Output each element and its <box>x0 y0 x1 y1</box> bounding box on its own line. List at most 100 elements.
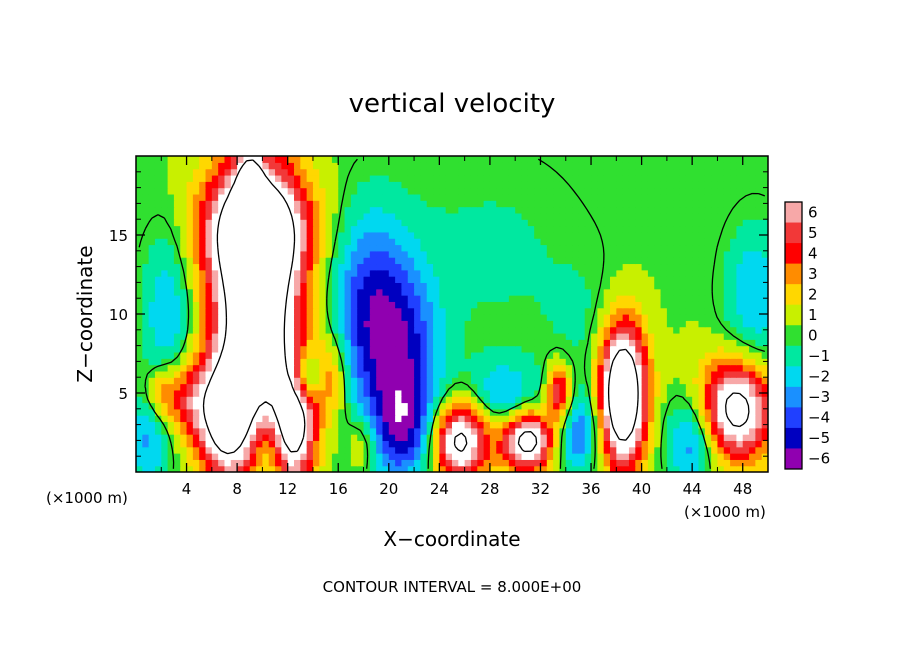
heatmap-cell <box>262 219 270 227</box>
heatmap-cell <box>597 370 605 378</box>
heatmap-cell <box>154 370 162 378</box>
heatmap-cell <box>211 250 219 258</box>
heatmap-cell <box>294 200 301 208</box>
heatmap-cell <box>154 314 162 321</box>
heatmap-cell <box>730 187 737 195</box>
heatmap-cell <box>572 402 579 410</box>
heatmap-cell <box>407 282 415 290</box>
heatmap-cell <box>597 156 605 163</box>
heatmap-cell <box>268 307 276 315</box>
heatmap-cell <box>388 193 396 201</box>
heatmap-cell <box>685 219 693 227</box>
heatmap-cell <box>685 446 693 454</box>
heatmap-cell <box>723 244 731 252</box>
heatmap-cell <box>237 459 245 467</box>
heatmap-cell <box>287 421 295 429</box>
heatmap-cell <box>673 427 681 435</box>
heatmap-cell <box>584 288 592 296</box>
heatmap-cell <box>458 453 466 460</box>
heatmap-cell <box>338 288 346 296</box>
heatmap-cell <box>218 345 226 353</box>
heatmap-cell <box>433 351 440 359</box>
heatmap-cell <box>325 219 333 227</box>
heatmap-cell <box>262 459 270 467</box>
heatmap-cell <box>192 200 200 208</box>
heatmap-cell <box>622 244 630 252</box>
heatmap-cell <box>180 320 188 328</box>
heatmap-cell <box>154 389 162 397</box>
heatmap-cell <box>603 307 611 315</box>
heatmap-cell <box>723 168 731 176</box>
heatmap-cell <box>647 320 655 328</box>
heatmap-cell <box>300 174 308 182</box>
heatmap-cell <box>717 427 725 435</box>
heatmap-cell <box>338 156 346 163</box>
heatmap-cell <box>306 370 314 378</box>
heatmap-cell <box>540 314 548 321</box>
heatmap-cell <box>477 307 485 315</box>
heatmap-cell <box>268 389 276 397</box>
heatmap-cell <box>496 427 504 435</box>
heatmap-cell <box>395 244 403 252</box>
heatmap-cell <box>243 225 251 233</box>
heatmap-cell <box>502 301 510 309</box>
heatmap-cell <box>230 288 238 296</box>
heatmap-cell <box>515 364 523 372</box>
heatmap-cell <box>521 421 529 429</box>
heatmap-cell <box>445 238 453 246</box>
heatmap-cell <box>603 225 611 233</box>
heatmap-cell <box>736 295 744 302</box>
heatmap-cell <box>742 320 750 328</box>
heatmap-cell <box>534 225 542 233</box>
heatmap-cell <box>382 351 390 359</box>
heatmap-cell <box>350 225 358 233</box>
heatmap-cell <box>369 389 377 397</box>
heatmap-cell <box>369 231 377 239</box>
heatmap-cell <box>414 238 421 246</box>
heatmap-cell <box>331 314 339 321</box>
heatmap-cell <box>483 288 491 296</box>
heatmap-cell <box>546 193 554 201</box>
heatmap-cell <box>350 396 358 404</box>
heatmap-cell <box>647 244 655 252</box>
heatmap-cell <box>489 212 497 220</box>
heatmap-cell <box>610 269 617 277</box>
heatmap-cell <box>173 377 181 385</box>
heatmap-cell <box>287 200 295 208</box>
heatmap-cell <box>553 339 561 347</box>
heatmap-cell <box>199 326 207 334</box>
heatmap-cell <box>603 257 611 265</box>
heatmap-cell <box>376 326 384 334</box>
heatmap-cell <box>388 320 396 328</box>
heatmap-cell <box>180 415 188 423</box>
heatmap-cell <box>218 193 226 201</box>
heatmap-cell <box>458 187 466 195</box>
heatmap-cell <box>230 193 238 201</box>
heatmap-cell <box>382 162 390 170</box>
heatmap-cell <box>173 295 181 302</box>
heatmap-cell <box>224 358 232 366</box>
heatmap-cell <box>224 421 232 429</box>
heatmap-cell <box>489 364 497 372</box>
heatmap-cell <box>610 307 617 315</box>
heatmap-cell <box>515 370 523 378</box>
heatmap-cell <box>483 200 491 208</box>
heatmap-cell <box>344 415 352 423</box>
heatmap-cell <box>136 269 143 277</box>
heatmap-cell <box>319 231 327 239</box>
heatmap-cell <box>452 162 459 170</box>
heatmap-cell <box>237 193 245 201</box>
heatmap-cell <box>148 320 156 328</box>
heatmap-cell <box>483 358 491 366</box>
heatmap-cell <box>180 351 188 359</box>
heatmap-cell <box>597 263 605 271</box>
heatmap-cell <box>502 244 510 252</box>
heatmap-cell <box>211 269 219 277</box>
heatmap-cell <box>350 257 358 265</box>
heatmap-cell <box>761 339 768 347</box>
heatmap-cell <box>584 358 592 366</box>
heatmap-cell <box>433 364 440 372</box>
heatmap-cell <box>452 402 459 410</box>
heatmap-cell <box>414 162 421 170</box>
heatmap-cell <box>603 174 611 182</box>
